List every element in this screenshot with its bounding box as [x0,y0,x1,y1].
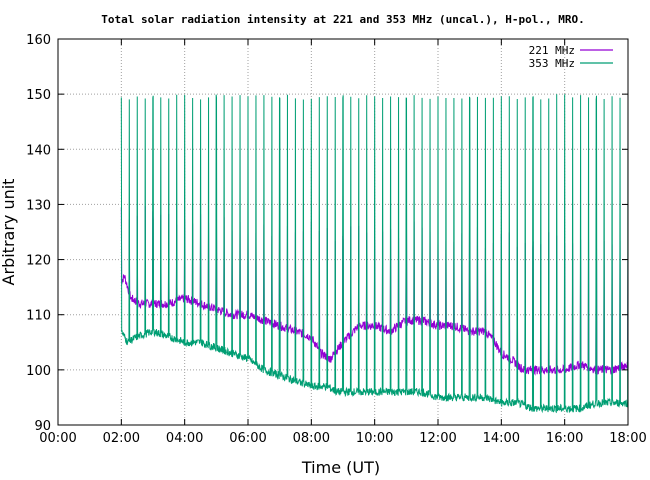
x-tick-label: 00:00 [39,431,76,446]
legend-label-353: 353 MHz [529,57,575,70]
plot-series [120,94,629,414]
y-tick-label: 100 [26,364,51,379]
plot-frame [57,38,629,426]
y-tick-labels: 90 100 110 120 130 140 150 160 [26,33,51,434]
series-line-353-mhz [120,94,629,414]
y-tick-label: 110 [26,309,51,324]
x-tick-label: 18:00 [609,431,646,446]
x-tick-label: 10:00 [356,431,393,446]
y-axis-label: Arbitrary unit [0,179,18,286]
y-tick-label: 120 [26,254,51,269]
x-tick-label: 16:00 [546,431,583,446]
y-tick-label: 90 [34,419,51,434]
y-tick-label: 140 [26,143,51,158]
y-tick-label: 160 [26,33,51,48]
y-tick-label: 130 [26,198,51,213]
x-tick-labels: 00:00 02:00 04:00 06:00 08:00 10:00 12:00 14:00… [39,431,646,446]
x-tick-label: 04:00 [166,431,203,446]
x-tick-label: 02:00 [103,431,140,446]
x-tick-label: 14:00 [483,431,520,446]
legend: 221 MHz 353 MHz [529,44,613,70]
x-axis-label: Time (UT) [301,458,380,477]
y-tick-label: 150 [26,88,51,103]
x-tick-label: 06:00 [229,431,266,446]
chart-title: Total solar radiation intensity at 221 a… [101,13,584,26]
legend-label-221: 221 MHz [529,44,575,57]
x-tick-label: 12:00 [419,431,456,446]
axis-ticks [57,38,629,426]
x-tick-label: 08:00 [293,431,330,446]
